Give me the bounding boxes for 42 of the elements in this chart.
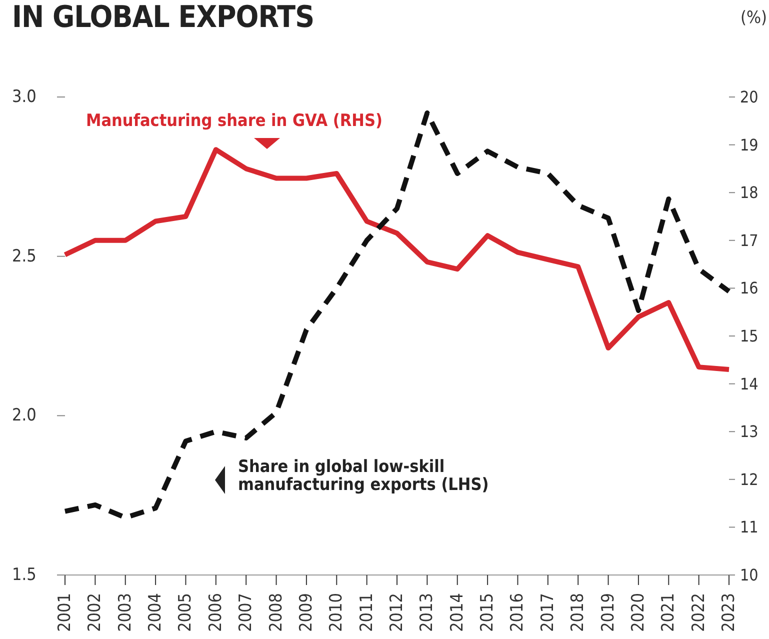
- y2-tick-label: 16: [740, 278, 758, 298]
- y2-tick-label: 10: [740, 566, 758, 584]
- x-tick-label: 2001: [55, 593, 75, 632]
- x-tick-label: 2014: [447, 593, 468, 632]
- x-tick-label: 2008: [266, 593, 286, 632]
- y2-tick-label: 17: [740, 230, 758, 250]
- x-tick-label: 2005: [176, 593, 196, 632]
- x-tick-label: 2012: [387, 593, 407, 632]
- y2-tick-label: 19: [740, 135, 758, 154]
- y2-tick-label: 20: [740, 88, 758, 106]
- y-tick-label: 2.0: [12, 406, 36, 426]
- x-tick-label: 2003: [115, 593, 136, 632]
- y2-tick-label: 11: [740, 518, 758, 537]
- x-tick-label: 2004: [146, 593, 166, 632]
- y2-tick-label: 18: [740, 183, 758, 202]
- y-tick-label: 1.5: [12, 565, 36, 585]
- x-tick-label: 2015: [478, 593, 498, 632]
- x-tick-label: 2006: [206, 593, 226, 632]
- x-tick-label: 2017: [538, 593, 558, 632]
- x-tick-label: 2013: [417, 593, 438, 632]
- x-tick-label: 2010: [326, 593, 347, 632]
- y2-axis-title: (%): [740, 8, 767, 28]
- x-tick-label: 2007: [236, 593, 256, 632]
- x-tick-label: 2002: [85, 593, 106, 632]
- x-tick-label: 2021: [658, 593, 679, 632]
- x-tick-label: 2023: [719, 593, 739, 632]
- x-tick-label: 2009: [296, 593, 316, 632]
- chart-title: IN GLOBAL EXPORTS: [12, 0, 314, 35]
- series-label: Manufacturing share in GVA (RHS): [86, 111, 384, 131]
- series-label: Share in global low-skill manufacturing exports (LHS): [238, 457, 490, 495]
- y2-tick-label: 13: [740, 422, 758, 442]
- y2-tick-label: 14: [740, 374, 758, 394]
- y-tick-label: 3.0: [12, 87, 36, 107]
- y2-tick-label: 15: [740, 326, 758, 346]
- x-tick-label: 2020: [628, 593, 648, 632]
- x-tick-label: 2019: [598, 593, 618, 632]
- x-tick-label: 2011: [356, 593, 377, 632]
- x-tick-label: 2018: [568, 593, 588, 632]
- y-tick-label: 2.5: [12, 246, 36, 266]
- x-tick-label: 2022: [688, 593, 709, 632]
- x-tick-label: 2016: [508, 593, 528, 632]
- y2-tick-label: 12: [740, 470, 758, 489]
